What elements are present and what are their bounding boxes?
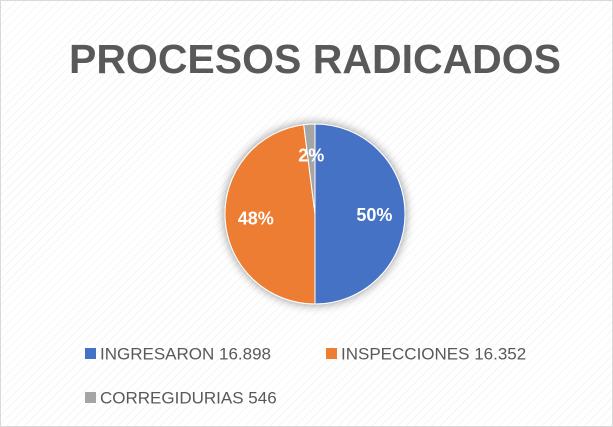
pie-slice [314,123,406,305]
data-label: 48% [238,208,274,228]
chart-title: PROCESOS RADICADOS [69,36,561,82]
pie-slice [224,124,316,305]
data-label: 2% [298,145,324,165]
data-label: 50% [356,205,392,225]
legend-label: INSPECCIONES 16.352 [341,344,526,363]
legend-label: CORREGIDURIAS 546 [100,388,277,407]
legend-swatch [326,348,337,359]
legend-swatch [85,392,96,403]
pie-slice [303,123,316,215]
legend-label: INGRESARON 16.898 [100,344,271,363]
pie [224,123,406,305]
legend-swatch [85,348,96,359]
